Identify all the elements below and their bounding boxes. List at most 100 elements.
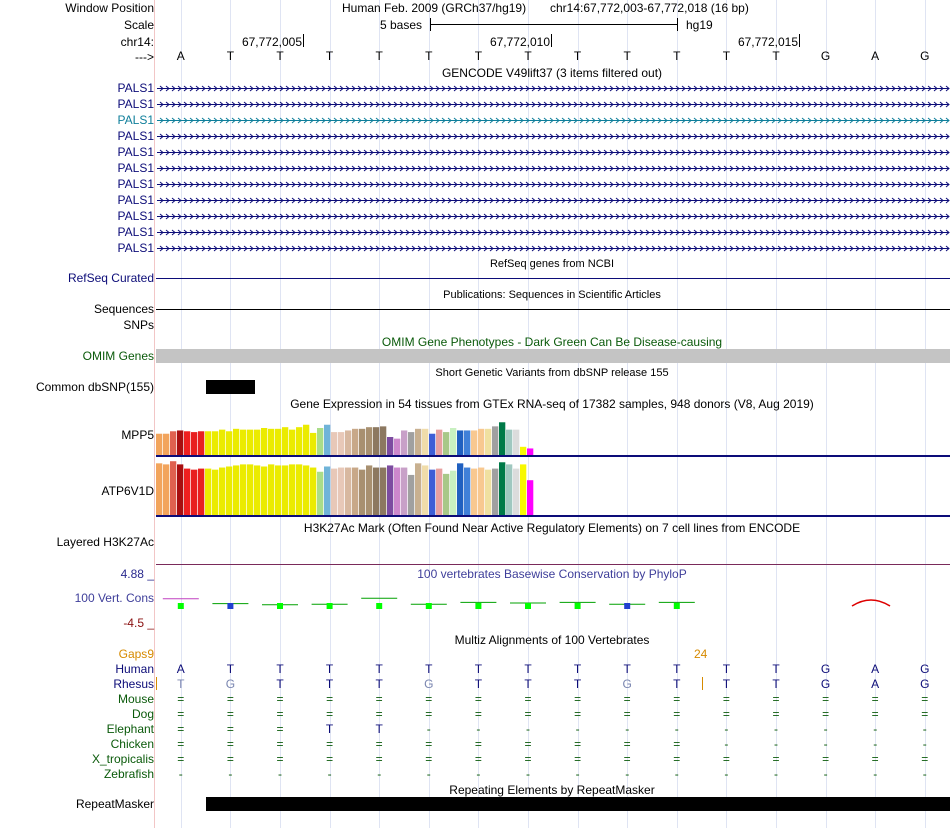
gencode-track-title[interactable]: GENCODE V49lift37 (3 items filtered out) <box>441 66 663 80</box>
gencode-gene-label[interactable]: PALS1 <box>117 81 154 95</box>
repeatmasker-label[interactable]: RepeatMasker <box>75 797 154 811</box>
gencode-gene-label[interactable]: PALS1 <box>117 129 154 143</box>
omim-phenotype-bar[interactable] <box>156 349 950 363</box>
gtex-bar-ATP6V1D <box>352 467 359 515</box>
alignment-row[interactable]: ---------------- <box>156 767 950 781</box>
species-label-zebrafish[interactable]: Zebrafish <box>103 767 154 781</box>
gtex-bar-MPP5 <box>233 428 240 455</box>
gap-marker[interactable] <box>702 677 703 690</box>
base-gridline <box>578 0 579 828</box>
aligned-base: T <box>425 662 433 676</box>
gap-insert-count[interactable]: 24 <box>694 647 708 661</box>
gtex-bar-MPP5 <box>261 428 268 455</box>
aligned-base: - <box>525 767 530 781</box>
scale-text: 5 bases <box>380 18 423 32</box>
species-label-chicken[interactable]: Chicken <box>110 737 154 751</box>
gencode-gene-label[interactable]: PALS1 <box>117 193 154 207</box>
repeatmasker-element[interactable] <box>206 797 950 811</box>
omim-track-title[interactable]: OMIM Gene Phenotypes - Dark Green Can Be… <box>381 335 723 349</box>
dbsnp-label[interactable]: Common dbSNP(155) <box>35 380 154 394</box>
base-letter: G <box>920 49 930 63</box>
gtex-bar-ATP6V1D <box>303 465 310 515</box>
gap-marker[interactable] <box>156 677 157 690</box>
pubs-track-title[interactable]: Publications: Sequences in Scientific Ar… <box>443 289 661 301</box>
dbsnp-track-title[interactable]: Short Genetic Variants from dbSNP releas… <box>435 367 669 379</box>
gtex-bar-ATP6V1D <box>331 468 338 515</box>
aligned-base: - <box>575 722 580 736</box>
multiz-track-title[interactable]: Multiz Alignments of 100 Vertebrates <box>454 633 650 647</box>
pubs-label-snps[interactable]: SNPs <box>123 318 154 332</box>
gencode-gene-label[interactable]: PALS1 <box>117 209 154 223</box>
gtex-bar-MPP5 <box>296 427 303 455</box>
refseq-track-title[interactable]: RefSeq genes from NCBI <box>489 258 615 270</box>
repeatmasker-track-title[interactable]: Repeating Elements by RepeatMasker <box>449 783 655 797</box>
h3k27ac-label[interactable]: Layered H3K27Ac <box>56 535 154 549</box>
aligned-base: - <box>823 767 828 781</box>
strand-arrows <box>159 213 950 220</box>
refseq-gene-line[interactable] <box>156 278 950 279</box>
aligned-base: = <box>177 692 185 706</box>
species-label-human[interactable]: Human <box>115 662 154 676</box>
pubs-label-sequences[interactable]: Sequences <box>93 302 154 316</box>
gencode-gene-label[interactable]: PALS1 <box>117 225 154 239</box>
alignment-row[interactable]: = = = = = = = = = = = = = = = = <box>156 692 950 706</box>
strand-arrows <box>159 101 950 108</box>
pubs-item-line[interactable] <box>156 309 950 310</box>
gtex-bar-MPP5 <box>359 428 366 455</box>
aligned-base: T <box>226 662 235 676</box>
gtex-bar-ATP6V1D <box>492 468 499 515</box>
aligned-base: = <box>276 722 284 736</box>
gtex-track-title[interactable]: Gene Expression in 54 tissues from GTEx … <box>290 397 814 411</box>
gtex-bar-ATP6V1D <box>401 467 408 515</box>
gencode-gene-label[interactable]: PALS1 <box>117 145 154 159</box>
alignment-row[interactable]: = = = = = = = = = = = = = = = = <box>156 707 950 721</box>
h3k27ac-track-title[interactable]: H3K27Ac Mark (Often Found Near Active Re… <box>303 521 801 535</box>
scale-bar <box>430 24 678 25</box>
omim-label[interactable]: OMIM Genes <box>82 349 154 363</box>
species-label-mouse[interactable]: Mouse <box>117 692 154 706</box>
position-range[interactable]: chr14:67,772,003-67,772,018 (16 bp) <box>550 1 749 15</box>
aligned-base: T <box>573 662 582 676</box>
gtex-gene-label-mpp5[interactable]: MPP5 <box>121 428 154 442</box>
species-label-dog[interactable]: Dog <box>131 707 154 721</box>
gencode-gene-label[interactable]: PALS1 <box>117 241 154 255</box>
gencode-gene-label[interactable]: PALS1 <box>117 97 154 111</box>
gtex-bar-MPP5 <box>506 429 513 455</box>
gtex-bar-MPP5 <box>268 428 275 455</box>
aligned-base: = <box>623 737 631 751</box>
gtex-bar-MPP5 <box>254 429 261 455</box>
gencode-gene-label[interactable]: PALS1 <box>117 113 154 127</box>
alignment-row[interactable]: = = = = = = = = = = = - - - - - <box>156 737 950 751</box>
gtex-bar-ATP6V1D <box>450 470 457 515</box>
phylop-label[interactable]: 100 Vert. Cons <box>74 591 154 605</box>
gencode-gene-label[interactable]: PALS1 <box>117 177 154 191</box>
aligned-base: T <box>474 662 483 676</box>
aligned-base: = <box>921 752 929 766</box>
aligned-base: = <box>772 752 780 766</box>
position-tick-label: 67,772,015 <box>737 35 798 49</box>
gtex-bar-MPP5 <box>394 438 401 455</box>
gencode-gene-label[interactable]: PALS1 <box>117 161 154 175</box>
species-label-x_tropicalis[interactable]: X_tropicalis <box>91 752 154 766</box>
species-label-elephant[interactable]: Elephant <box>106 722 154 736</box>
gtex-gene-label-atp6v1d[interactable]: ATP6V1D <box>101 484 154 498</box>
gtex-bar-ATP6V1D <box>198 468 205 515</box>
gtex-bar-MPP5 <box>513 429 520 455</box>
phylop-track-title[interactable]: 100 vertebrates Basewise Conservation by… <box>417 567 687 581</box>
aligned-base: = <box>722 692 730 706</box>
alignment-row[interactable]: = = = T T - - - - - - - - - - - <box>156 722 950 736</box>
phylop-score-bar <box>624 603 631 609</box>
gtex-bar-MPP5 <box>317 428 324 455</box>
refseq-label[interactable]: RefSeq Curated <box>67 271 154 285</box>
base-gridline <box>478 0 479 828</box>
species-label-rhesus[interactable]: Rhesus <box>113 677 154 691</box>
alignment-row[interactable]: = = = = = = = = = = = = = = = = <box>156 752 950 766</box>
base-letter: T <box>474 49 483 63</box>
gtex-bar-ATP6V1D <box>324 466 331 515</box>
dbsnp-variant[interactable] <box>206 380 255 394</box>
gtex-bar-MPP5 <box>527 448 534 455</box>
gtex-bar-MPP5 <box>226 431 233 455</box>
gtex-bar-MPP5 <box>436 429 443 455</box>
